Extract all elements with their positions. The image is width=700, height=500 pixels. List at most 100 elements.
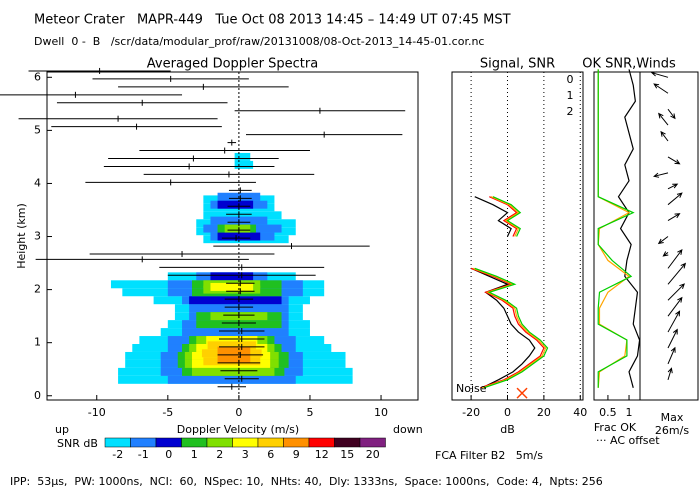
y-tick-label: 6 — [34, 70, 41, 83]
colorbar-box — [334, 437, 361, 448]
panel-frame — [593, 71, 699, 401]
wind-arrow — [667, 367, 673, 380]
legend-label: 1 — [567, 89, 574, 102]
snr-contour — [217, 346, 251, 355]
snr-line — [490, 196, 520, 237]
panel-frame — [46, 71, 419, 401]
wind-arrow — [662, 251, 669, 257]
x-tick-label: -10 — [88, 406, 106, 419]
x-axis-label: dB — [500, 423, 515, 436]
wind-arrow — [658, 112, 669, 126]
filter-note: FCA Filter B2 5m/s — [435, 449, 543, 462]
wind-arrow — [667, 262, 687, 285]
y-tick-label: 5 — [34, 123, 41, 136]
snr-line — [492, 196, 522, 237]
panel-title: OK SNR,Winds — [582, 57, 676, 72]
frac-ok-line — [597, 69, 635, 388]
wind-arrow — [650, 71, 669, 78]
x-axis-label: Doppler Velocity (m/s) — [177, 423, 299, 436]
snr-line — [489, 196, 518, 237]
snr-contour — [217, 200, 254, 209]
wind-arrow — [667, 248, 683, 269]
wind-arrow — [667, 310, 681, 333]
max-speed: 26m/s — [655, 424, 689, 437]
x-tick-label: 20 — [537, 406, 551, 419]
y-axis-label: Height (km) — [15, 203, 28, 269]
snr-line — [474, 267, 549, 389]
wind-arrow — [667, 213, 681, 222]
wind-arrow — [653, 83, 669, 94]
wind-arrow — [667, 183, 679, 190]
wind-arrow — [667, 192, 683, 206]
y-tick-label: 4 — [34, 176, 41, 189]
y-tick-label: 3 — [34, 230, 41, 243]
colorbar-box — [206, 437, 233, 448]
colorbar-box — [155, 437, 182, 448]
colorbar-box — [257, 437, 284, 448]
x-tick-label: 0 — [504, 406, 511, 419]
x-tick-label: 10 — [374, 406, 388, 419]
y-tick-label: 2 — [34, 283, 41, 296]
wind-arrow — [660, 130, 669, 142]
max-title: Max — [661, 411, 684, 424]
x-tick-label: 5 — [306, 406, 313, 419]
snr-contour — [217, 354, 251, 363]
snr-line — [474, 196, 512, 237]
header-file: Dwell 0 - B /scr/data/modular_prof/raw/2… — [34, 35, 484, 48]
x-tick-label: -5 — [162, 406, 173, 419]
snr-contour — [167, 375, 296, 384]
snr-contour — [203, 211, 282, 220]
header-title: Meteor Crater MAPR-449 Tue Oct 08 2013 1… — [34, 13, 511, 28]
x-tick-label: -20 — [462, 406, 480, 419]
wind-arrow — [667, 328, 678, 349]
frac-ok-line — [617, 69, 641, 388]
right-label: down — [393, 423, 423, 436]
panel-title: Averaged Doppler Spectra — [147, 57, 318, 72]
colorbar-tick-label: 9 — [293, 448, 300, 461]
snr-contour — [210, 272, 254, 281]
y-tick-label: 0 — [34, 389, 41, 402]
snr-contour — [189, 296, 282, 305]
colorbar-box — [308, 437, 335, 448]
annotation: Noise — [456, 382, 487, 395]
snr-contour — [182, 328, 289, 337]
wind-arrow — [667, 346, 676, 365]
colorbar-tick-label: 6 — [267, 448, 274, 461]
snr-contour — [234, 152, 251, 161]
colorbar-box — [283, 437, 310, 448]
wind-arrow — [657, 236, 669, 245]
snr-contour — [234, 160, 254, 169]
x-tick-label: 0.5 — [599, 406, 617, 419]
colorbar-box — [359, 437, 386, 448]
colorbar-label: SNR dB — [57, 437, 98, 450]
x-tick-label: 40 — [573, 406, 587, 419]
wind-arrow — [667, 156, 681, 165]
panel-frame — [451, 71, 584, 401]
snr-contour — [210, 282, 254, 291]
colorbar-box — [104, 437, 131, 448]
snr-contour — [224, 224, 251, 233]
legend-label: 2 — [567, 105, 574, 118]
noise-marker — [516, 387, 528, 399]
wind-arrow — [667, 108, 676, 120]
colorbar-tick-label: 15 — [340, 448, 354, 461]
colorbar-box — [181, 437, 208, 448]
snr-contour — [207, 341, 256, 350]
colorbar-tick-label: 1 — [191, 448, 198, 461]
wind-arrow — [667, 283, 685, 301]
y-tick-label: 1 — [34, 336, 41, 349]
colorbar-box — [232, 437, 259, 448]
legend-label: 0 — [567, 73, 574, 86]
colorbar-tick-label: -1 — [138, 448, 149, 461]
panel-title: Signal, SNR — [480, 57, 555, 72]
colorbar-tick-label: 0 — [165, 448, 172, 461]
colorbar-tick-label: 20 — [366, 448, 380, 461]
colorbar-tick-label: 3 — [242, 448, 249, 461]
wind-arrow — [667, 296, 683, 317]
parameters: IPP: 53μs, PW: 1000ns, NCI: 60, NSpec: 1… — [10, 475, 603, 488]
left-label: up — [55, 423, 69, 436]
note: ··· AC offset — [596, 434, 660, 447]
x-tick-label: 1 — [626, 406, 633, 419]
x-tick-label: 0 — [235, 406, 242, 419]
